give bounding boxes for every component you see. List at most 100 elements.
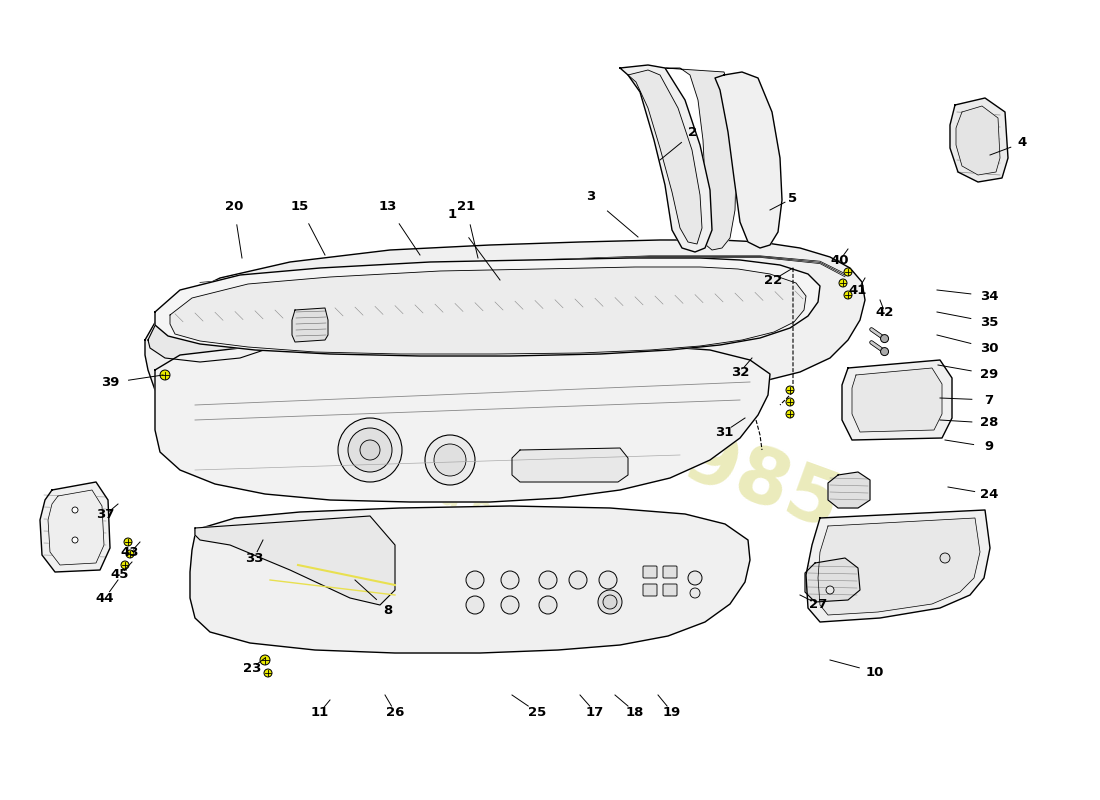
Text: 23: 23 — [243, 662, 261, 674]
Text: 45: 45 — [111, 569, 129, 582]
Text: 29: 29 — [980, 367, 998, 381]
Polygon shape — [40, 482, 110, 572]
Circle shape — [126, 550, 134, 558]
Text: 26: 26 — [386, 706, 404, 718]
Text: 10: 10 — [866, 666, 884, 678]
Text: 32: 32 — [730, 366, 749, 378]
Text: 43: 43 — [121, 546, 140, 559]
Circle shape — [940, 553, 950, 563]
Circle shape — [690, 588, 700, 598]
Circle shape — [466, 596, 484, 614]
Circle shape — [839, 279, 847, 287]
FancyBboxPatch shape — [663, 566, 676, 578]
Polygon shape — [828, 472, 870, 508]
Text: 40: 40 — [830, 254, 849, 266]
Polygon shape — [190, 506, 750, 653]
Polygon shape — [950, 98, 1008, 182]
Text: 33: 33 — [244, 551, 263, 565]
Text: 9: 9 — [984, 441, 993, 454]
Circle shape — [338, 418, 402, 482]
Text: 35: 35 — [980, 315, 998, 329]
Text: 27: 27 — [808, 598, 827, 610]
FancyBboxPatch shape — [644, 566, 657, 578]
Polygon shape — [148, 278, 290, 362]
Text: since 1985: since 1985 — [390, 316, 850, 544]
Polygon shape — [956, 106, 1000, 175]
Circle shape — [569, 571, 587, 589]
FancyBboxPatch shape — [644, 584, 657, 596]
Polygon shape — [155, 258, 820, 356]
Text: 2: 2 — [689, 126, 697, 139]
Polygon shape — [628, 70, 702, 244]
Circle shape — [434, 444, 466, 476]
Circle shape — [786, 386, 794, 394]
Circle shape — [500, 596, 519, 614]
Circle shape — [121, 561, 129, 569]
Polygon shape — [842, 360, 952, 440]
Circle shape — [603, 595, 617, 609]
Circle shape — [264, 669, 272, 677]
Text: 20: 20 — [224, 201, 243, 214]
Polygon shape — [195, 516, 395, 605]
Polygon shape — [145, 240, 865, 408]
Circle shape — [844, 291, 852, 299]
Text: 8: 8 — [384, 603, 393, 617]
Text: 19: 19 — [663, 706, 681, 718]
Circle shape — [425, 435, 475, 485]
Text: 7: 7 — [984, 394, 993, 406]
Circle shape — [72, 537, 78, 543]
Circle shape — [124, 538, 132, 546]
Polygon shape — [664, 68, 736, 250]
Text: 42: 42 — [876, 306, 894, 319]
Text: 44: 44 — [96, 591, 114, 605]
Circle shape — [844, 268, 852, 276]
Text: 15: 15 — [290, 201, 309, 214]
Text: 4: 4 — [1018, 137, 1026, 150]
Text: 18: 18 — [626, 706, 645, 718]
Text: 11: 11 — [311, 706, 329, 718]
Text: 3: 3 — [586, 190, 595, 203]
Text: 25: 25 — [528, 706, 546, 718]
Text: 31: 31 — [715, 426, 734, 438]
Text: 1: 1 — [448, 209, 456, 222]
Circle shape — [260, 655, 270, 665]
Polygon shape — [805, 558, 860, 602]
Polygon shape — [852, 368, 942, 432]
Circle shape — [72, 507, 78, 513]
Circle shape — [881, 334, 889, 342]
Text: 24: 24 — [980, 487, 998, 501]
Polygon shape — [806, 510, 990, 622]
Circle shape — [160, 370, 170, 380]
Circle shape — [598, 590, 622, 614]
Circle shape — [786, 410, 794, 418]
Polygon shape — [48, 490, 104, 565]
Text: 22: 22 — [763, 274, 782, 286]
Text: 17: 17 — [586, 706, 604, 718]
Circle shape — [500, 571, 519, 589]
Polygon shape — [155, 342, 770, 502]
FancyBboxPatch shape — [663, 584, 676, 596]
Circle shape — [826, 586, 834, 594]
Circle shape — [466, 571, 484, 589]
Circle shape — [881, 347, 889, 355]
Text: 21: 21 — [456, 201, 475, 214]
Polygon shape — [715, 72, 782, 248]
Circle shape — [348, 428, 392, 472]
Text: 13: 13 — [378, 201, 397, 214]
Circle shape — [600, 571, 617, 589]
Text: 37: 37 — [96, 509, 114, 522]
Text: 5: 5 — [789, 191, 797, 205]
Polygon shape — [292, 308, 328, 342]
Circle shape — [539, 571, 557, 589]
Circle shape — [539, 596, 557, 614]
Polygon shape — [818, 518, 980, 615]
Circle shape — [688, 571, 702, 585]
Polygon shape — [170, 267, 806, 354]
Text: 39: 39 — [101, 377, 119, 390]
Text: 34: 34 — [980, 290, 999, 302]
Text: 41: 41 — [849, 283, 867, 297]
Polygon shape — [512, 448, 628, 482]
Circle shape — [360, 440, 379, 460]
Text: 30: 30 — [980, 342, 999, 354]
Polygon shape — [620, 65, 712, 252]
